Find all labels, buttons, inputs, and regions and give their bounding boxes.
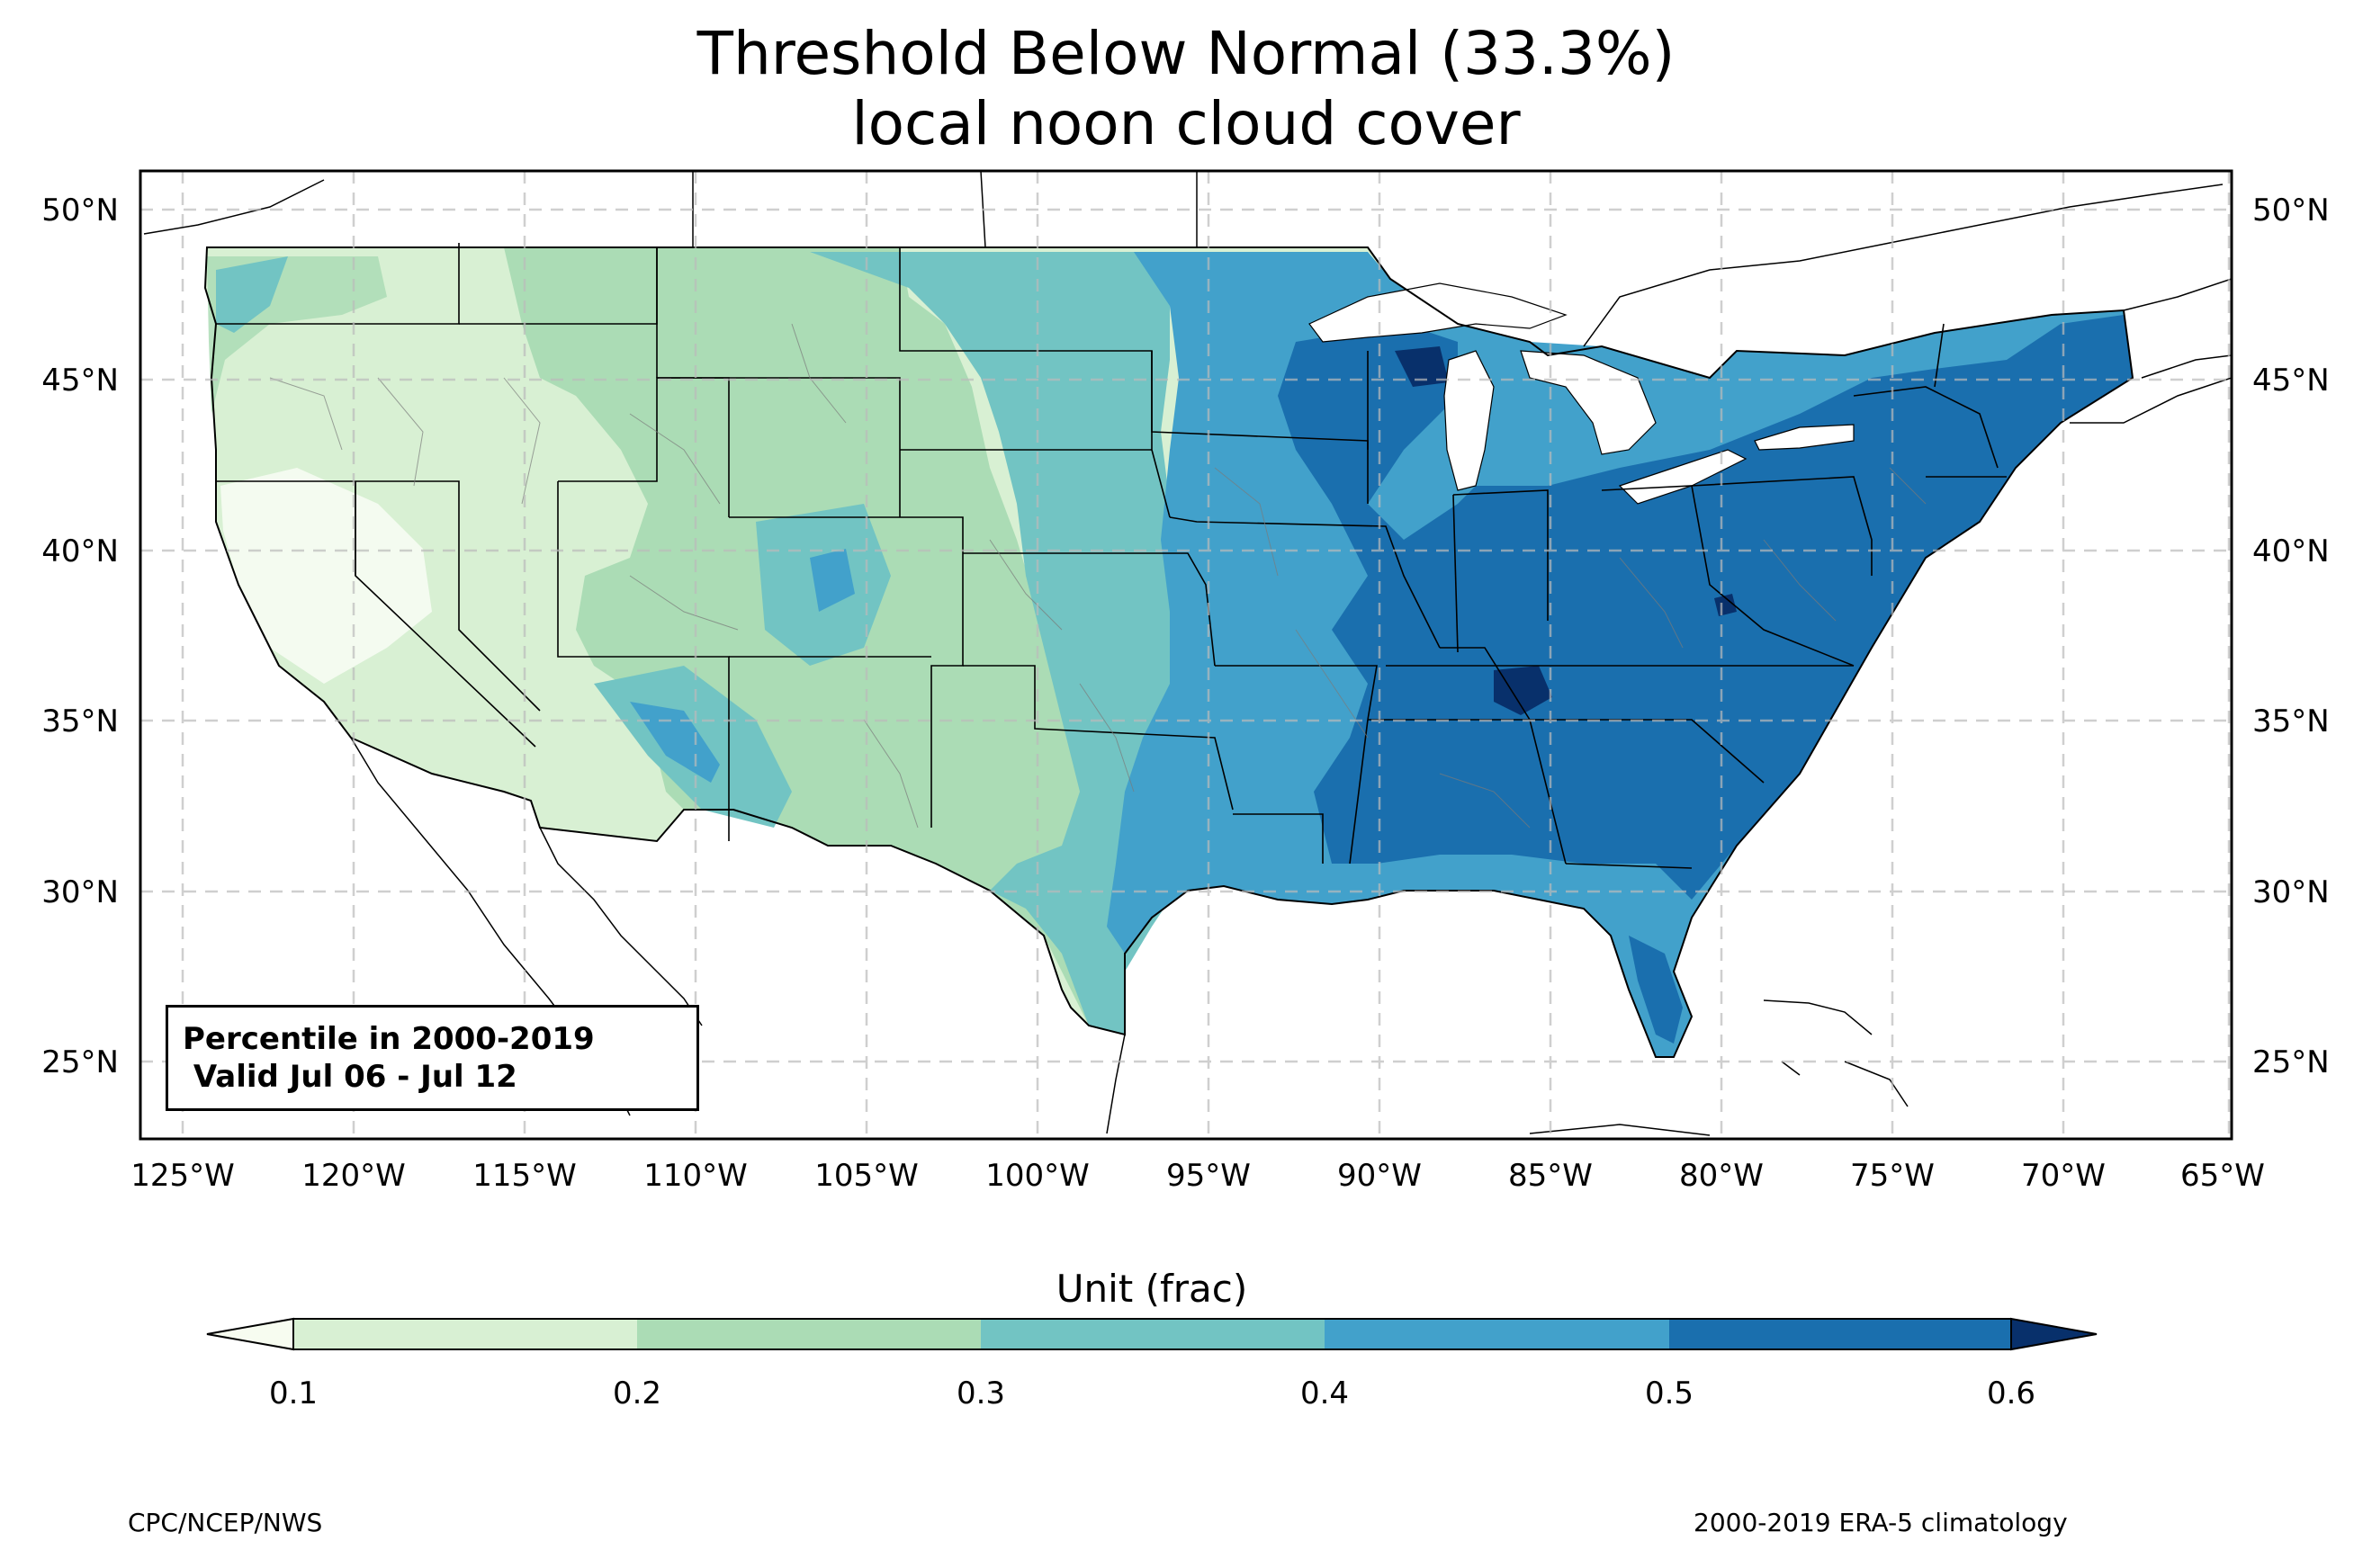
colorbar-segment bbox=[637, 1319, 981, 1349]
latitude-axis-right: 50°N 45°N 40°N 35°N 30°N 25°N bbox=[2252, 193, 2330, 1080]
lon-tick: 115°W bbox=[472, 1158, 577, 1194]
colorbar-tick: 0.1 bbox=[269, 1375, 318, 1411]
credit-agency: CPC/NCEP/NWS bbox=[128, 1508, 323, 1537]
field-above-0.6-virginia bbox=[1714, 594, 1737, 616]
lat-tick: 30°N bbox=[41, 874, 119, 910]
colorbar-extend-high bbox=[2010, 1317, 2098, 1351]
lon-tick: 100°W bbox=[985, 1158, 1090, 1194]
colorbar: Unit (frac) 0.1 0.2 0.3 0.4 0.5 0.6 bbox=[206, 1267, 2098, 1411]
lat-tick: 25°N bbox=[2252, 1044, 2330, 1080]
lat-tick: 25°N bbox=[41, 1044, 119, 1080]
lat-tick: 30°N bbox=[2252, 874, 2330, 910]
conus-outline bbox=[203, 246, 2134, 1058]
colorbar-tick: 0.2 bbox=[613, 1375, 661, 1411]
field-0.3-0.4 bbox=[810, 252, 1197, 1035]
colorbar-segment bbox=[1669, 1319, 2011, 1349]
map-subtitle: local noon cloud cover bbox=[851, 89, 1521, 158]
info-line-valid: Valid Jul 06 - Jul 12 bbox=[183, 1059, 517, 1095]
lat-tick: 40°N bbox=[41, 533, 119, 569]
lon-tick: 95°W bbox=[1166, 1158, 1251, 1194]
colorbar-tick: 0.3 bbox=[957, 1375, 1005, 1411]
field-0.3-0.4-west bbox=[216, 256, 288, 333]
lat-tick: 40°N bbox=[2252, 533, 2330, 569]
valid-period-box: Percentile in 2000-2019 Valid Jul 06 - J… bbox=[166, 1005, 699, 1111]
map-frame bbox=[139, 169, 2233, 1141]
colorbar-tick: 0.5 bbox=[1645, 1375, 1694, 1411]
colorbar-tick: 0.4 bbox=[1300, 1375, 1349, 1411]
lon-tick: 110°W bbox=[643, 1158, 748, 1194]
lake-ontario bbox=[1754, 424, 1855, 451]
colorbar-extend-low bbox=[206, 1317, 294, 1351]
lon-tick: 80°W bbox=[1679, 1158, 1764, 1194]
lon-tick: 70°W bbox=[2021, 1158, 2106, 1194]
lat-tick: 45°N bbox=[2252, 363, 2330, 399]
lat-tick: 50°N bbox=[2252, 193, 2330, 228]
map-title: Threshold Below Normal (33.3%) bbox=[696, 19, 1676, 88]
colorbar-segment bbox=[981, 1319, 1325, 1349]
mexico-coast bbox=[350, 737, 1909, 1136]
colorbar-frame bbox=[292, 1318, 2012, 1350]
lake-superior bbox=[1308, 282, 1568, 343]
lon-tick: 85°W bbox=[1508, 1158, 1593, 1194]
map-panel: 125°W 120°W 115°W 110°W 105°W 100°W 95°W… bbox=[41, 169, 2330, 1194]
cloud-cover-field bbox=[143, 171, 2232, 1136]
lon-tick: 125°W bbox=[130, 1158, 235, 1194]
field-0.5-0.6 bbox=[1278, 315, 2133, 900]
lon-tick: 120°W bbox=[301, 1158, 406, 1194]
lake-michigan bbox=[1443, 350, 1495, 491]
colorbar-label: Unit (frac) bbox=[1056, 1267, 1248, 1311]
field-0.5-0.6-florida bbox=[1629, 936, 1683, 1044]
colorbar-ticks: 0.1 0.2 0.3 0.4 0.5 0.6 bbox=[269, 1375, 2035, 1411]
lat-tick: 35°N bbox=[41, 703, 119, 739]
colorbar-segment bbox=[293, 1319, 637, 1349]
lon-tick: 90°W bbox=[1337, 1158, 1422, 1194]
colorbar-segment bbox=[1325, 1319, 1669, 1349]
lat-tick: 50°N bbox=[41, 193, 119, 228]
field-lowest bbox=[220, 468, 432, 684]
longitude-axis: 125°W 120°W 115°W 110°W 105°W 100°W 95°W… bbox=[130, 1158, 2265, 1194]
lon-tick: 75°W bbox=[1850, 1158, 1935, 1194]
lat-tick: 35°N bbox=[2252, 703, 2330, 739]
field-above-0.6-wisconsin bbox=[1395, 346, 1449, 387]
field-above-0.6-tennessee bbox=[1494, 666, 1552, 715]
lake-huron bbox=[1520, 350, 1657, 455]
field-0.4-0.5-colorado bbox=[810, 549, 855, 612]
info-line-percentile: Percentile in 2000-2019 bbox=[183, 1021, 595, 1057]
latitude-axis-left: 50°N 45°N 40°N 35°N 30°N 25°N bbox=[41, 193, 119, 1080]
colorbar-tick: 0.6 bbox=[1987, 1375, 2035, 1411]
field-0.4-0.5-arizona bbox=[630, 702, 720, 783]
lon-tick: 105°W bbox=[814, 1158, 919, 1194]
credit-climatology: 2000-2019 ERA-5 climatology bbox=[1694, 1508, 2068, 1537]
lon-tick: 65°W bbox=[2180, 1158, 2265, 1194]
lake-erie bbox=[1618, 449, 1748, 505]
lat-tick: 45°N bbox=[41, 363, 119, 399]
